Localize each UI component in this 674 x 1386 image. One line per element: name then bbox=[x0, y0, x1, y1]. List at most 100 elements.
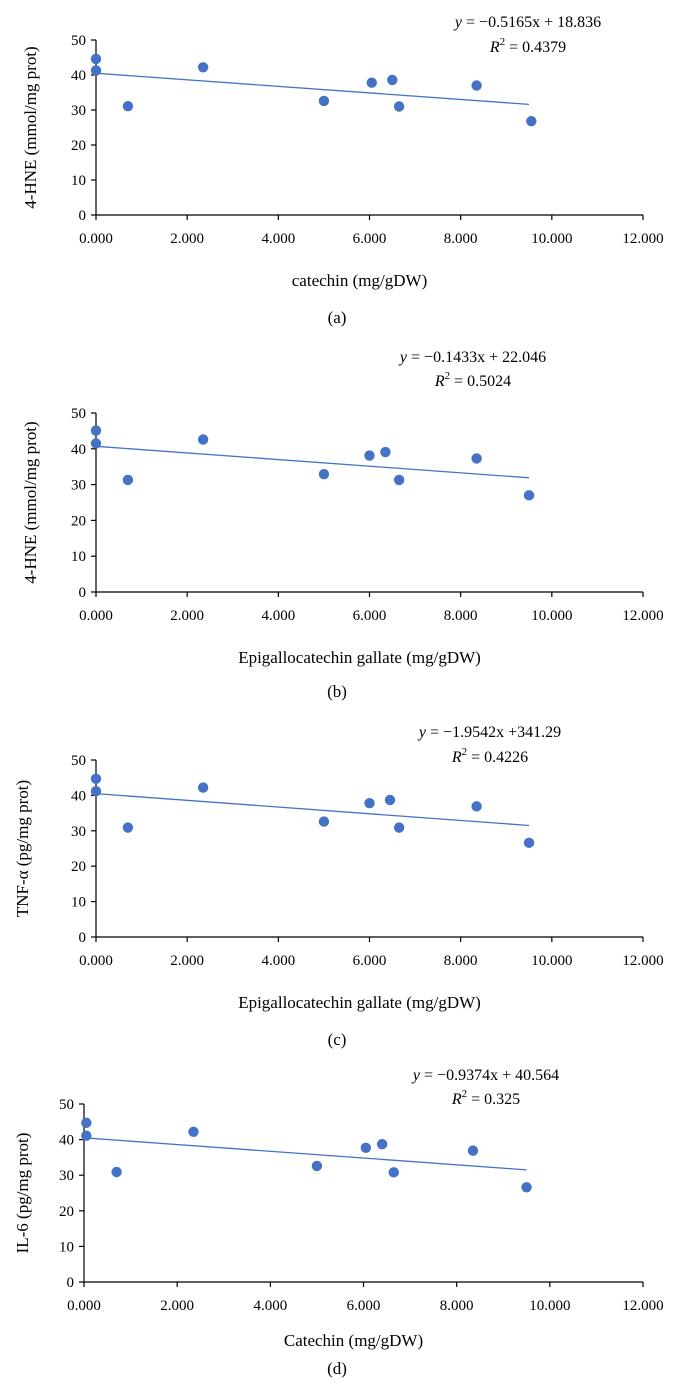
regression-equation: y = −0.9374x + 40.564 bbox=[411, 1067, 559, 1084]
r-squared: R2 = 0.5024 bbox=[434, 370, 511, 390]
data-point bbox=[467, 1145, 479, 1156]
r-squared: R2 = 0.325 bbox=[451, 1088, 520, 1108]
data-point bbox=[393, 101, 405, 112]
y-tick-label: 20 bbox=[71, 513, 86, 529]
data-point bbox=[318, 816, 330, 827]
data-point bbox=[393, 474, 405, 486]
data-point bbox=[471, 453, 482, 464]
y-tick-label: 20 bbox=[71, 859, 86, 875]
data-point bbox=[81, 1117, 92, 1129]
r-squared-value: = 0.325 bbox=[467, 1091, 520, 1108]
r-squared-symbol: R bbox=[489, 39, 500, 56]
equation-y-var: y bbox=[453, 14, 463, 31]
y-tick-label: 20 bbox=[71, 138, 86, 154]
data-point bbox=[388, 1167, 399, 1178]
x-tick-label: 2.000 bbox=[160, 1298, 194, 1314]
chart-panel-d: 0 10 20 30 40 50 0.000 2.000 4.000 6.000 8.000 10.0… bbox=[13, 1067, 664, 1378]
x-tick-label: 8.000 bbox=[444, 231, 478, 247]
x-tick-label: 2.000 bbox=[170, 231, 204, 247]
chart-panel-a: 0 10 20 30 40 50 0.000 2.000 4.000 6.000 8.000 10.0… bbox=[21, 14, 664, 327]
equation-y-var: y bbox=[417, 724, 427, 741]
data-point bbox=[90, 785, 102, 797]
data-point bbox=[122, 100, 134, 112]
x-axis-title: Epigallocatechin gallate (mg/gDW) bbox=[238, 648, 481, 667]
regression-equation: y = −0.5165x + 18.836 bbox=[453, 14, 601, 31]
y-tick-label: 10 bbox=[71, 895, 86, 911]
data-point bbox=[90, 438, 102, 449]
data-point bbox=[197, 782, 209, 793]
panel-label: (c) bbox=[328, 1030, 347, 1049]
data-point bbox=[384, 794, 396, 806]
data-point bbox=[111, 1166, 122, 1178]
x-tick-label: 10.000 bbox=[531, 608, 572, 624]
x-tick-label: 12.000 bbox=[622, 1298, 663, 1314]
data-point bbox=[393, 822, 405, 833]
y-tick-label: 40 bbox=[59, 1133, 74, 1149]
x-tick-label: 4.000 bbox=[253, 1298, 287, 1314]
data-point bbox=[523, 490, 535, 501]
x-tick-label: 10.000 bbox=[531, 953, 572, 969]
r-squared-value: = 0.4379 bbox=[505, 39, 566, 56]
r-squared-value: = 0.5024 bbox=[450, 373, 511, 390]
data-point bbox=[387, 74, 398, 86]
x-tick-label: 6.000 bbox=[353, 608, 387, 624]
trendline bbox=[95, 792, 530, 827]
x-tick-label: 4.000 bbox=[261, 953, 295, 969]
r-squared-symbol: R bbox=[451, 1091, 462, 1108]
x-tick-label: 12.000 bbox=[622, 953, 663, 969]
y-tick-label: 30 bbox=[59, 1168, 74, 1184]
x-tick-label: 10.000 bbox=[531, 231, 572, 247]
data-point bbox=[526, 116, 537, 127]
y-axis-title: IL-6 (pg/mg prot) bbox=[13, 1133, 32, 1254]
x-tick-label: 8.000 bbox=[444, 608, 478, 624]
y-axis-title: 4-HNE (mmol/mg prot) bbox=[21, 421, 40, 583]
y-tick-label: 0 bbox=[79, 208, 87, 224]
data-point bbox=[90, 65, 102, 76]
regression-equation: y = −0.1433x + 22.046 bbox=[398, 349, 546, 366]
y-tick-label: 40 bbox=[71, 442, 86, 458]
x-tick-label: 2.000 bbox=[170, 953, 204, 969]
r-squared-symbol: R bbox=[434, 373, 445, 390]
x-tick-label: 8.000 bbox=[444, 953, 478, 969]
x-tick-label: 2.000 bbox=[170, 608, 204, 624]
panel-label: (a) bbox=[328, 308, 347, 327]
equation-body: = −1.9542x +341.29 bbox=[426, 724, 561, 741]
equation-body: = −0.5165x + 18.836 bbox=[462, 14, 601, 31]
r-squared-superscript: 2 bbox=[462, 1088, 468, 1100]
data-point bbox=[366, 77, 377, 88]
equation-y-var: y bbox=[398, 349, 408, 366]
y-axis-title: TNF-α (pg/mg prot) bbox=[13, 780, 32, 917]
x-tick-label: 4.000 bbox=[261, 608, 295, 624]
data-point bbox=[364, 797, 375, 809]
x-tick-label: 12.000 bbox=[622, 608, 663, 624]
panel-label: (b) bbox=[327, 682, 347, 701]
x-tick-label: 6.000 bbox=[347, 1298, 381, 1314]
y-tick-label: 10 bbox=[71, 173, 86, 189]
x-tick-label: 0.000 bbox=[67, 1298, 101, 1314]
x-tick-label: 6.000 bbox=[353, 953, 387, 969]
data-point bbox=[197, 434, 209, 445]
y-tick-label: 30 bbox=[71, 478, 86, 494]
r-squared-superscript: 2 bbox=[462, 746, 468, 758]
y-tick-label: 40 bbox=[71, 68, 86, 84]
x-tick-label: 10.000 bbox=[529, 1298, 570, 1314]
data-point bbox=[122, 474, 134, 486]
r-squared-value: = 0.4226 bbox=[467, 749, 528, 766]
data-point bbox=[81, 1130, 92, 1141]
data-point bbox=[122, 822, 134, 833]
y-tick-label: 10 bbox=[59, 1239, 74, 1255]
x-axis-title: Epigallocatechin gallate (mg/gDW) bbox=[238, 993, 481, 1012]
x-tick-label: 0.000 bbox=[79, 953, 113, 969]
y-tick-label: 50 bbox=[71, 753, 86, 769]
trendline bbox=[83, 1137, 527, 1171]
y-tick-label: 40 bbox=[71, 788, 86, 804]
regression-equation: y = −1.9542x +341.29 bbox=[417, 724, 561, 741]
x-tick-label: 0.000 bbox=[79, 231, 113, 247]
y-tick-label: 0 bbox=[79, 585, 87, 601]
y-tick-label: 50 bbox=[59, 1097, 74, 1113]
data-point bbox=[521, 1182, 532, 1193]
chart-panel-c: 0 10 20 30 40 50 0.000 2.000 4.000 6.000 8.000 10.0… bbox=[13, 724, 664, 1049]
y-tick-label: 0 bbox=[79, 930, 87, 946]
data-point bbox=[471, 801, 482, 812]
